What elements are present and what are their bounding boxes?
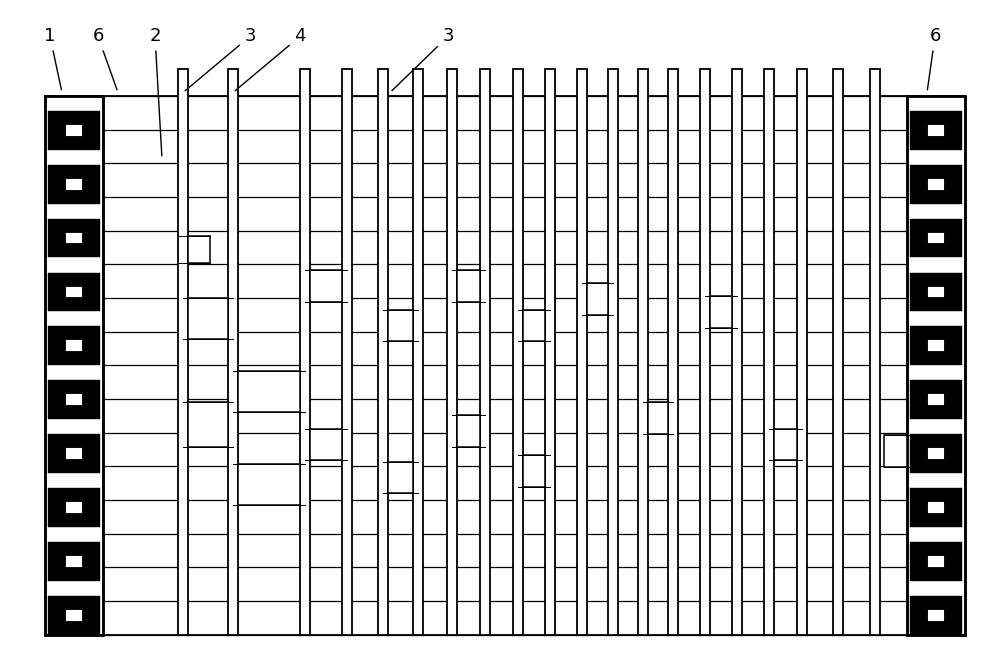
Bar — [48, 380, 100, 419]
Bar — [928, 178, 944, 190]
Bar — [66, 556, 82, 566]
Bar — [638, 69, 648, 635]
Bar — [388, 309, 413, 341]
Bar — [928, 233, 944, 243]
Bar — [66, 233, 82, 243]
Bar — [928, 394, 944, 405]
Bar — [907, 96, 965, 635]
Bar — [907, 96, 965, 635]
Bar — [388, 462, 413, 493]
Bar — [45, 96, 103, 635]
Bar — [178, 69, 188, 635]
Bar — [66, 125, 82, 136]
Bar — [66, 609, 82, 621]
Bar — [228, 69, 238, 635]
Bar — [732, 69, 742, 635]
Bar — [910, 219, 962, 258]
Bar — [447, 69, 457, 635]
Bar — [48, 111, 100, 149]
Text: 6: 6 — [92, 27, 117, 90]
Bar — [66, 448, 82, 459]
Bar — [523, 455, 545, 486]
Bar — [310, 429, 342, 460]
Bar — [648, 402, 668, 434]
Bar — [66, 286, 82, 297]
Bar — [66, 394, 82, 405]
Bar — [774, 429, 797, 460]
Bar — [910, 434, 962, 473]
Bar — [910, 327, 962, 365]
Bar — [66, 502, 82, 513]
Bar — [238, 464, 300, 505]
Bar — [928, 125, 944, 136]
Bar — [668, 69, 678, 635]
Text: 3: 3 — [392, 27, 454, 91]
Bar — [48, 488, 100, 527]
Bar — [545, 69, 555, 635]
Bar — [66, 178, 82, 190]
Bar — [48, 542, 100, 581]
Bar — [797, 69, 807, 635]
Bar — [577, 69, 587, 635]
Bar — [66, 340, 82, 351]
Bar — [48, 434, 100, 473]
Bar — [188, 402, 228, 447]
Bar — [513, 69, 523, 635]
Bar — [928, 609, 944, 621]
Bar — [928, 502, 944, 513]
Bar — [523, 309, 545, 341]
Bar — [45, 96, 103, 635]
Text: 1: 1 — [44, 27, 61, 90]
Bar — [480, 69, 490, 635]
Bar — [910, 596, 962, 635]
Bar — [413, 69, 423, 635]
Bar — [928, 286, 944, 297]
Bar — [870, 69, 880, 635]
Bar — [48, 596, 100, 635]
Bar — [342, 69, 352, 635]
Bar — [764, 69, 774, 635]
Bar — [833, 69, 843, 635]
Bar — [910, 111, 962, 149]
Bar — [700, 69, 710, 635]
Bar — [928, 448, 944, 459]
Bar — [910, 488, 962, 527]
Text: 3: 3 — [185, 27, 256, 91]
Bar — [910, 380, 962, 419]
Bar — [910, 165, 962, 204]
Bar — [48, 272, 100, 311]
Bar — [884, 436, 907, 467]
Text: 2: 2 — [149, 27, 162, 156]
Text: 4: 4 — [235, 27, 306, 91]
Bar — [587, 283, 608, 315]
Bar — [928, 340, 944, 351]
Bar — [48, 219, 100, 258]
Bar — [910, 272, 962, 311]
Bar — [457, 270, 480, 301]
Bar — [928, 556, 944, 566]
Bar — [310, 270, 342, 301]
Bar — [378, 69, 388, 635]
Bar — [608, 69, 618, 635]
Bar — [457, 416, 480, 447]
Text: 6: 6 — [927, 27, 941, 90]
Bar — [188, 236, 210, 263]
Bar — [48, 327, 100, 365]
Bar — [48, 165, 100, 204]
Bar — [188, 299, 228, 340]
Bar — [300, 69, 310, 635]
Bar — [710, 296, 732, 329]
Bar — [238, 371, 300, 412]
Bar — [910, 542, 962, 581]
